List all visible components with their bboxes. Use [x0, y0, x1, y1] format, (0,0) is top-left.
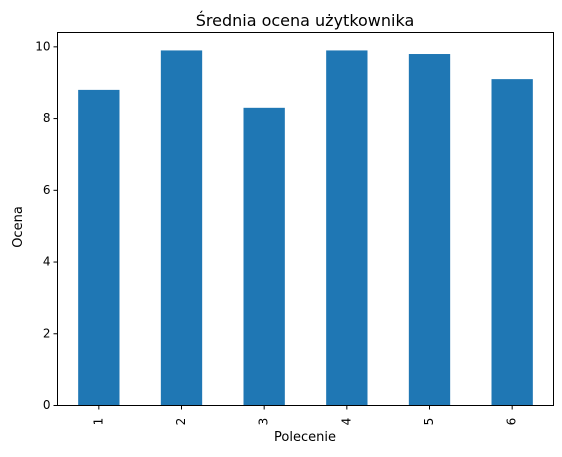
- y-tick-label: 4: [43, 255, 51, 269]
- x-tick-label: 3: [257, 418, 271, 426]
- x-ticks-group: 1 2 3 4 5 6: [91, 405, 519, 426]
- y-tick-label: 6: [43, 183, 51, 197]
- y-tick-label: 8: [43, 111, 51, 125]
- y-ticks-group: 0 2 4 6 8 10: [35, 39, 58, 412]
- x-axis-label: Polecenie: [274, 430, 336, 445]
- bar-3: [243, 107, 285, 406]
- x-tick-label: 2: [174, 418, 188, 426]
- bar-6: [491, 79, 533, 406]
- y-tick-label: 0: [43, 398, 51, 412]
- x-tick-label: 6: [505, 418, 519, 426]
- bar-2: [160, 50, 203, 406]
- y-axis-label: Ocena: [11, 206, 26, 248]
- y-tick-label: 10: [35, 39, 50, 53]
- bar-1: [78, 89, 120, 406]
- chart-title: Średnia ocena użytkownika: [196, 11, 415, 30]
- bar-5: [408, 54, 451, 406]
- x-tick-label: 4: [339, 418, 353, 426]
- plot-frame: [57, 32, 554, 406]
- bar-4: [326, 50, 368, 406]
- x-tick-label: 1: [91, 418, 105, 426]
- y-tick-label: 2: [43, 326, 51, 340]
- bars-group: [78, 50, 533, 406]
- x-tick-label: 5: [422, 418, 436, 426]
